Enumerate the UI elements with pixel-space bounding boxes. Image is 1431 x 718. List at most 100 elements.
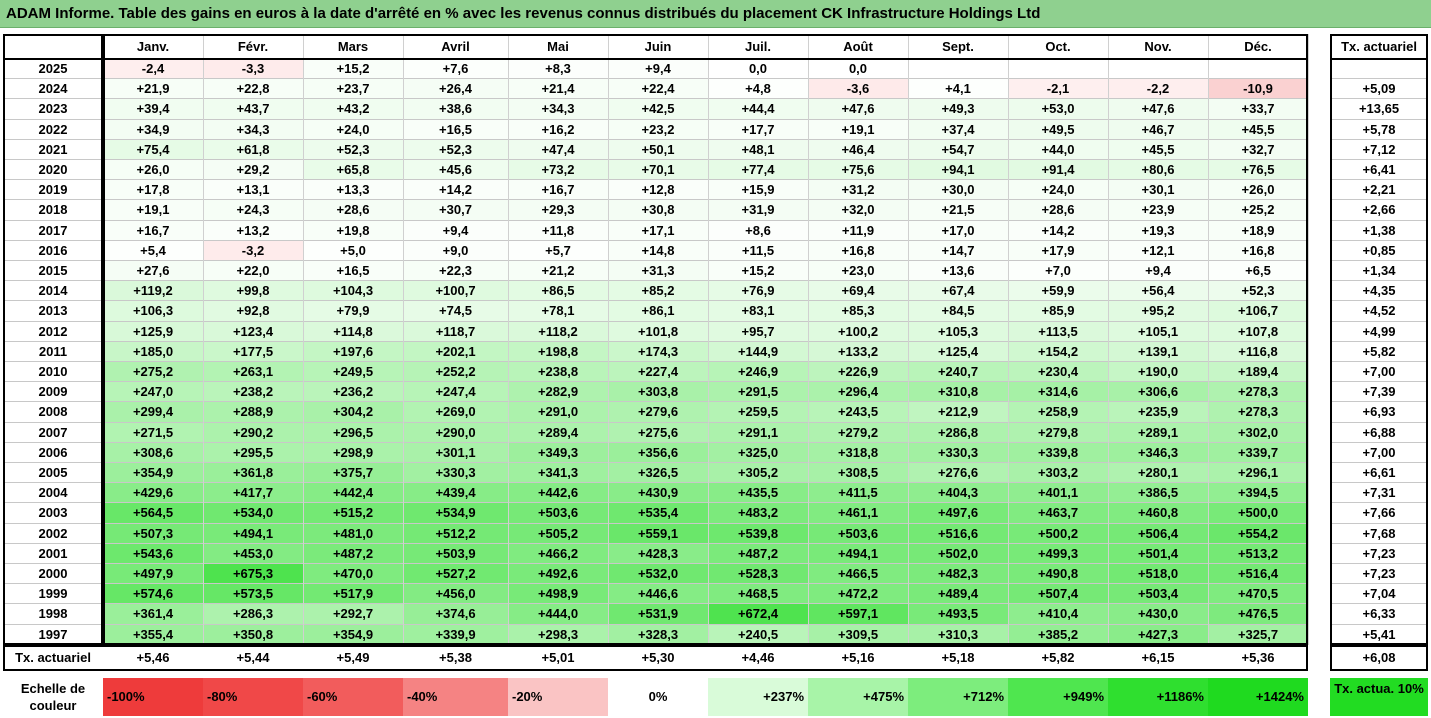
column-divider [808, 34, 809, 645]
table-cell: +292,7 [303, 604, 403, 625]
legend-label: Echelle de couleur [20, 681, 86, 713]
year-cell: 2013 [38, 303, 68, 319]
table-cell: +28,6 [1008, 200, 1108, 221]
year-cell: 2005 [38, 465, 68, 480]
table-cell: +243,5 [808, 402, 908, 423]
table-cell: +95,2 [1108, 301, 1208, 322]
row-divider [3, 280, 1308, 282]
table-cell: +43,2 [303, 99, 403, 120]
table-cell: +190,0 [1108, 362, 1208, 383]
table-cell: +460,8 [1108, 503, 1208, 524]
table-cell: +123,4 [203, 321, 303, 342]
table-cell: +65,8 [303, 160, 403, 181]
page-title: ADAM Informe. Table des gains en euros à… [0, 0, 1431, 28]
table-cell: +528,3 [708, 564, 808, 585]
table-cell: +91,4 [1008, 160, 1108, 181]
column-divider [908, 34, 909, 645]
legend-swatch: -60% [303, 678, 403, 716]
year-cell: 2000 [38, 566, 68, 581]
table-cell: +494,1 [203, 523, 303, 544]
table-cell: +19,3 [1108, 220, 1208, 241]
table-cell: +23,9 [1108, 200, 1208, 221]
year-cell: 2007 [38, 424, 68, 440]
table-cell: +76,5 [1208, 160, 1308, 181]
year-cell: 2003 [38, 505, 68, 521]
table-cell: +29,2 [203, 160, 303, 181]
table-cell: +303,8 [608, 382, 708, 403]
table-cell: +45,5 [1208, 119, 1308, 140]
row-divider [1330, 462, 1428, 463]
row-divider [1330, 199, 1428, 201]
table-cell: +453,0 [203, 543, 303, 564]
table-cell: +144,9 [708, 341, 808, 362]
table-cell: +17,7 [708, 119, 808, 140]
table-cell: +466,5 [808, 564, 908, 585]
tx-actuariel-cell: +7,12 [1362, 141, 1396, 157]
month-header: Mars [337, 39, 369, 54]
table-cell: +278,3 [1208, 382, 1308, 403]
table-cell: +34,9 [103, 119, 203, 140]
table-cell: +21,4 [508, 79, 608, 100]
tx-actuariel-header: Tx. actuariel [1341, 39, 1417, 54]
table-cell: +444,0 [508, 604, 608, 625]
table-cell: +472,2 [808, 584, 908, 605]
table-cell: +11,5 [708, 240, 808, 261]
table-cell: +86,1 [608, 301, 708, 322]
row-divider [3, 118, 1308, 120]
legend-swatch: +1424% [1208, 678, 1308, 716]
table-cell: +278,3 [1208, 402, 1308, 423]
table-cell: +42,5 [608, 99, 708, 120]
table-cell: +52,3 [403, 139, 508, 160]
table-cell: +573,5 [203, 584, 303, 605]
table-cell: +59,9 [1008, 281, 1108, 302]
table-cell: +56,4 [1108, 281, 1208, 302]
table-cell: +47,6 [808, 99, 908, 120]
row-divider [3, 502, 1308, 504]
footer-cell: +5,18 [941, 649, 975, 665]
table-cell: +118,7 [403, 321, 508, 342]
table-cell: +494,1 [808, 543, 908, 564]
footer-cell: +5,38 [439, 649, 472, 665]
row-divider [1330, 78, 1428, 80]
table-cell: +271,5 [103, 422, 203, 443]
table-cell: +105,1 [1108, 321, 1208, 342]
table-cell: +84,5 [908, 301, 1008, 322]
table-cell: +11,9 [808, 220, 908, 241]
table-cell: +446,6 [608, 584, 708, 605]
table-cell: +16,8 [1208, 240, 1308, 261]
table-cell: +7,0 [1008, 261, 1108, 282]
row-divider [3, 462, 1308, 463]
table-cell: +306,6 [1108, 382, 1208, 403]
table-cell: +79,9 [303, 301, 403, 322]
table-cell: -3,3 [203, 59, 303, 80]
year-cell: 2019 [38, 182, 68, 198]
table-cell: +21,9 [103, 79, 203, 100]
row-divider [1330, 219, 1428, 221]
table-cell: +296,4 [808, 382, 908, 403]
table-cell: +189,4 [1208, 362, 1308, 383]
table-cell: +235,9 [1108, 402, 1208, 423]
row-divider [1330, 239, 1428, 241]
table-cell: +301,1 [403, 442, 508, 463]
table-cell: +470,0 [303, 564, 403, 585]
table-cell: +25,2 [1208, 200, 1308, 221]
table-cell: +375,7 [303, 463, 403, 484]
year-cell: 2014 [38, 283, 68, 299]
row-divider [1330, 542, 1428, 544]
table-cell: +76,9 [708, 281, 808, 302]
table-cell: +15,2 [303, 59, 403, 80]
table-cell: +543,6 [103, 543, 203, 564]
table-cell: +501,4 [1108, 543, 1208, 564]
footer-cell: +5,01 [541, 649, 575, 665]
table-cell: +5,0 [303, 240, 403, 261]
table-cell: +30,0 [908, 180, 1008, 201]
table-cell: +106,7 [1208, 301, 1308, 322]
table-cell: +325,0 [708, 442, 808, 463]
month-header: Avril [441, 39, 470, 54]
table-cell: +26,0 [103, 160, 203, 181]
table-cell: +9,4 [403, 220, 508, 241]
footer-cell: +5,46 [136, 649, 170, 665]
table-cell: +286,8 [908, 422, 1008, 443]
table-cell: +310,3 [908, 624, 1008, 645]
table-cell: +5,4 [103, 240, 203, 261]
